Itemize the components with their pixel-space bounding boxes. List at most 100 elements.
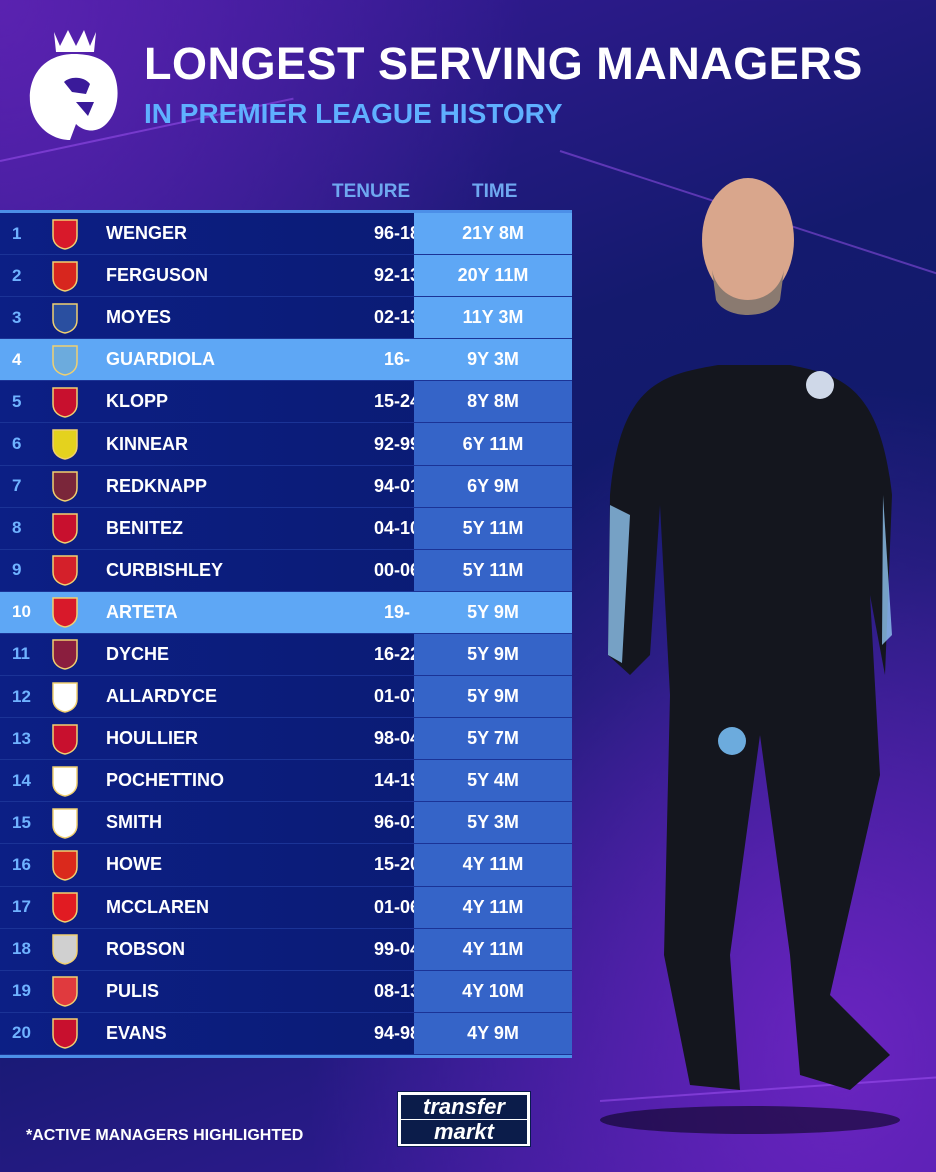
manager-name: POCHETTINO (106, 770, 225, 791)
manager-name: BENITEZ (106, 517, 184, 538)
time-served: 5Y 9M (414, 676, 572, 718)
manager-name: MOYES (106, 307, 172, 328)
tenure: 19- (383, 601, 410, 622)
liverpool-crest-icon (50, 723, 80, 755)
tenure: 15-24 (373, 391, 421, 412)
table-row: 7 REDKNAPP 94-01 6Y 9M (0, 465, 572, 508)
everton-crest-icon (50, 302, 80, 334)
man-utd-crest-icon (50, 260, 80, 292)
rank: 1 (12, 223, 22, 243)
manager-name: FERGUSON (106, 265, 209, 286)
time-served: 5Y 9M (414, 633, 572, 676)
tenure: 92-13 (373, 265, 421, 286)
rank: 18 (12, 939, 31, 959)
rank: 8 (12, 518, 22, 538)
brand-bottom: markt (401, 1120, 527, 1144)
table-row: 12 ALLARDYCE 01-07 5Y 9M (0, 676, 572, 719)
tenure: 96-18 (373, 223, 421, 244)
arsenal-crest-icon (50, 596, 80, 629)
table-row: 10 ARTETA 19- 5Y 9M (0, 591, 572, 634)
rank: 16 (12, 854, 31, 874)
tenure: 94-01 (373, 475, 421, 496)
arsenal-crest-icon (50, 218, 80, 250)
rank: 11 (12, 644, 30, 664)
rank: 4 (12, 349, 22, 369)
tenure: 01-06 (373, 896, 421, 917)
time-served: 20Y 11M (414, 255, 572, 297)
manager-name: CURBISHLEY (106, 559, 224, 580)
bolton-crest-icon (50, 681, 80, 713)
time-served: 5Y 11M (414, 507, 572, 549)
table-row: 1 WENGER 96-18 21Y 8M (0, 213, 572, 256)
tenure: 14-19 (373, 770, 421, 791)
time-served: 4Y 9M (414, 1012, 572, 1054)
rank: 2 (12, 265, 22, 285)
table-row: 11 DYCHE 16-22 5Y 9M (0, 633, 572, 677)
tenure: 15-20 (373, 854, 421, 875)
stoke-crest-icon (50, 975, 80, 1007)
tenure: 00-06 (373, 559, 421, 580)
tenure: 08-13 (373, 980, 421, 1001)
table-row: 13 HOULLIER 98-04 5Y 7M (0, 718, 572, 761)
rank: 6 (12, 434, 22, 454)
table-row: 19 PULIS 08-13 4Y 10M (0, 970, 572, 1013)
tenure: 96-01 (373, 812, 421, 833)
rank: 7 (12, 476, 22, 496)
time-served: 5Y 3M (414, 802, 572, 844)
table-row: 8 BENITEZ 04-10 5Y 11M (0, 507, 572, 550)
time-served: 11Y 3M (414, 297, 572, 339)
man-city-crest-icon (50, 344, 80, 376)
transfermarkt-logo: transfer markt (397, 1091, 531, 1147)
manager-name: ALLARDYCE (106, 686, 217, 707)
table-row: 6 KINNEAR 92-99 6Y 11M (0, 423, 572, 466)
column-header-tenure: TENURE (332, 181, 411, 202)
tenure: 94-98 (373, 1022, 421, 1043)
manager-name: DYCHE (106, 643, 170, 664)
table-row: 17 MCCLAREN 01-06 4Y 11M (0, 886, 572, 929)
table-row: 5 KLOPP 15-24 8Y 8M (0, 381, 572, 424)
table-row: 4 GUARDIOLA 16- 9Y 3M (0, 339, 572, 382)
manager-name: WENGER (106, 223, 187, 244)
derby-crest-icon (50, 807, 80, 839)
bournemouth-crest-icon (50, 849, 80, 881)
tottenham-crest-icon (50, 765, 80, 797)
manager-name: ARTETA (106, 601, 178, 622)
rank: 13 (12, 728, 31, 748)
time-served: 8Y 8M (414, 381, 572, 423)
rank: 10 (12, 602, 31, 622)
table-row: 9 CURBISHLEY 00-06 5Y 11M (0, 549, 572, 592)
brand-top: transfer (401, 1095, 527, 1119)
table-row: 18 ROBSON 99-04 4Y 11M (0, 928, 572, 971)
liverpool-crest-icon (50, 512, 80, 544)
tenure: 16- (383, 349, 410, 370)
table-row: 3 MOYES 02-13 11Y 3M (0, 297, 572, 340)
manager-name: KLOPP (106, 391, 169, 412)
footnote: *ACTIVE MANAGERS HIGHLIGHTED (26, 1127, 304, 1144)
table-row: 2 FERGUSON 92-13 20Y 11M (0, 255, 572, 298)
manager-name: KINNEAR (106, 433, 189, 454)
burnley-crest-icon (50, 638, 80, 671)
west-ham-crest-icon (50, 470, 80, 502)
tenure: 92-99 (373, 433, 421, 454)
rank: 15 (12, 812, 31, 832)
time-served: 4Y 11M (414, 886, 572, 928)
time-served: 5Y 4M (414, 760, 572, 802)
time-served: 6Y 9M (414, 465, 572, 507)
liverpool-crest-icon (50, 1017, 80, 1050)
rank: 12 (12, 686, 31, 706)
rank: 3 (12, 307, 22, 327)
manager-name: MCCLAREN (106, 896, 209, 917)
tenure: 99-04 (373, 938, 421, 959)
time-served: 5Y 9M (467, 601, 519, 622)
page-title: LONGEST SERVING MANAGERS (144, 38, 863, 89)
manager-name: REDKNAPP (106, 475, 208, 496)
time-served: 4Y 10M (414, 970, 572, 1012)
time-served: 5Y 11M (414, 549, 572, 591)
manager-name: HOWE (106, 854, 162, 875)
time-served: 4Y 11M (414, 928, 572, 970)
tenure: 04-10 (373, 517, 421, 538)
managers-table: 1 WENGER 96-18 21Y 8M 2 FERGUSON 92-13 20… (0, 210, 572, 1058)
tenure: 98-04 (373, 728, 421, 749)
table-row: 14 POCHETTINO 14-19 5Y 4M (0, 760, 572, 803)
manager-name: ROBSON (106, 938, 186, 959)
